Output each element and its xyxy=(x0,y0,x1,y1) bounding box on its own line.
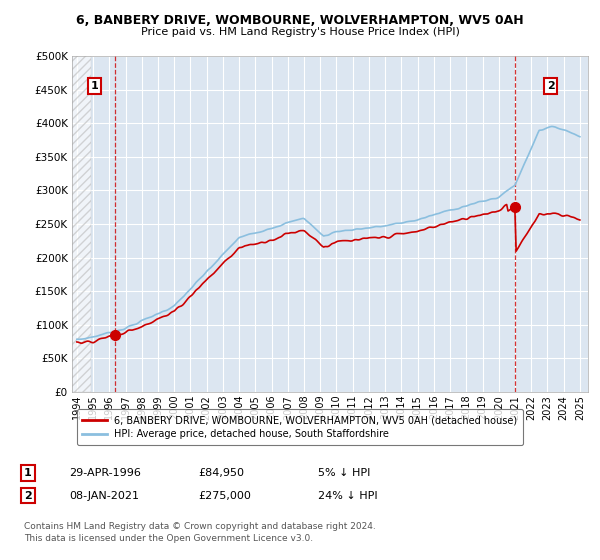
Text: 29-APR-1996: 29-APR-1996 xyxy=(69,468,141,478)
Text: Contains HM Land Registry data © Crown copyright and database right 2024.
This d: Contains HM Land Registry data © Crown c… xyxy=(24,522,376,543)
Text: 1: 1 xyxy=(24,468,32,478)
Text: £275,000: £275,000 xyxy=(198,491,251,501)
Text: 6, BANBERY DRIVE, WOMBOURNE, WOLVERHAMPTON, WV5 0AH: 6, BANBERY DRIVE, WOMBOURNE, WOLVERHAMPT… xyxy=(76,14,524,27)
Text: £84,950: £84,950 xyxy=(198,468,244,478)
Text: Price paid vs. HM Land Registry's House Price Index (HPI): Price paid vs. HM Land Registry's House … xyxy=(140,27,460,37)
Text: 2: 2 xyxy=(24,491,32,501)
Text: 1: 1 xyxy=(91,81,98,91)
Text: 5% ↓ HPI: 5% ↓ HPI xyxy=(318,468,370,478)
Text: 24% ↓ HPI: 24% ↓ HPI xyxy=(318,491,377,501)
Text: 2: 2 xyxy=(547,81,554,91)
Legend: 6, BANBERY DRIVE, WOMBOURNE, WOLVERHAMPTON, WV5 0AH (detached house), HPI: Avera: 6, BANBERY DRIVE, WOMBOURNE, WOLVERHAMPT… xyxy=(77,409,523,445)
Text: 08-JAN-2021: 08-JAN-2021 xyxy=(69,491,139,501)
